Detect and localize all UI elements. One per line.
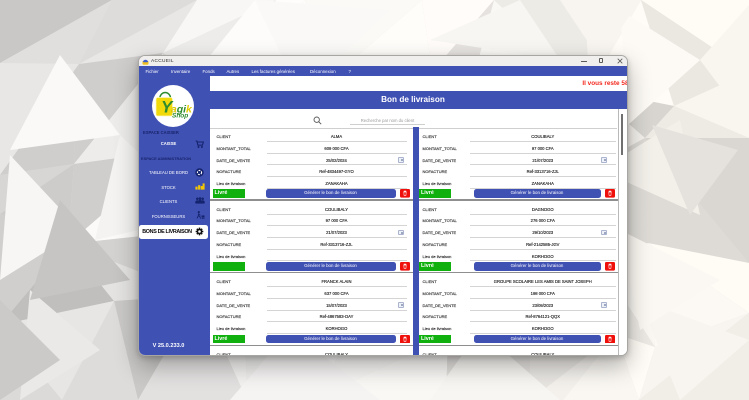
svg-text:Yagik: Yagik xyxy=(161,97,193,116)
svg-text:Shop: Shop xyxy=(172,112,188,119)
